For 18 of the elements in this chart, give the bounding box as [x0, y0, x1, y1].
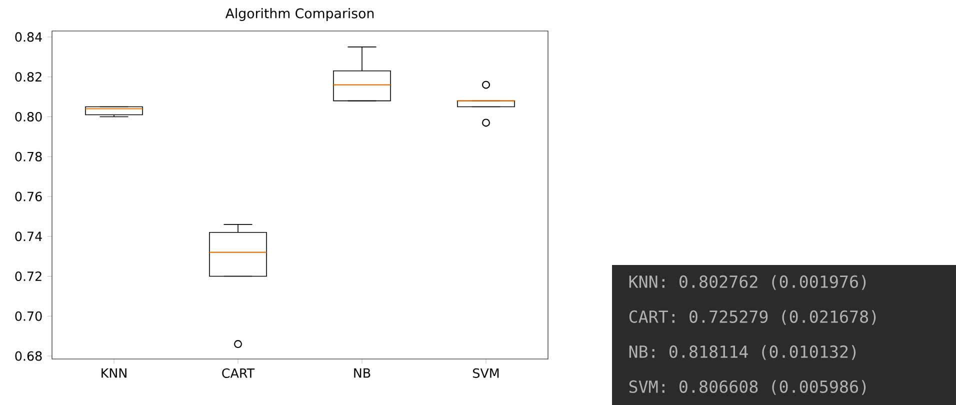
text: KNN: 0.802762 (0.001976)	[629, 275, 866, 290]
y-tick-label: 0.84	[15, 32, 42, 42]
x-tick-label: NB	[354, 368, 370, 378]
x-tick-label: KNN	[102, 368, 126, 378]
y-tick-label: 0.68	[15, 351, 42, 361]
y-tick-label: 0.76	[15, 192, 42, 202]
x-tick-label: CART	[222, 368, 255, 378]
y-tick-label: 0.78	[15, 152, 42, 162]
y-tick-label: 0.80	[15, 112, 42, 122]
y-tick-label: 0.70	[15, 311, 42, 321]
y-tick-label: 0.74	[15, 232, 42, 242]
y-tick-label: 0.72	[15, 271, 42, 282]
text: SVM: 0.806608 (0.005986)	[629, 380, 866, 395]
text: NB: 0.818114 (0.010132)	[629, 345, 856, 360]
y-tick-label: 0.82	[15, 72, 42, 82]
x-tick-label: SVM	[473, 368, 499, 378]
chart-title: Algorithm Comparison	[225, 8, 374, 21]
text: CART: 0.725279 (0.021678)	[629, 310, 876, 325]
